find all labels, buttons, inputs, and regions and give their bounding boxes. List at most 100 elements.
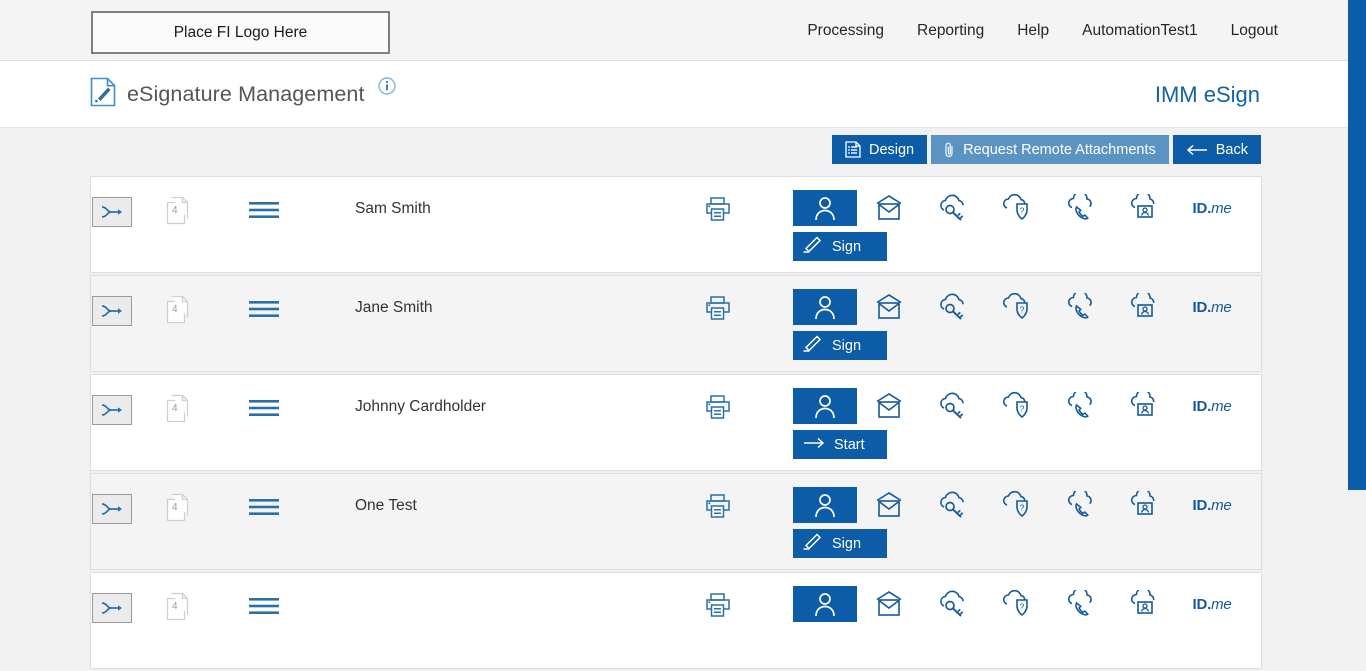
main-nav-links: Processing Reporting Help AutomationTest1 Lo… [807, 0, 1278, 61]
svg-text:?: ? [1020, 205, 1025, 215]
cloud-id-card-icon[interactable] [1113, 190, 1177, 226]
content-area: Design Request Remote Attachments Back 4… [0, 128, 1366, 669]
idme-logo[interactable]: ID. me [1192, 595, 1232, 613]
nav-user[interactable]: AutomationTest1 [1082, 21, 1198, 39]
nav-processing[interactable]: Processing [807, 21, 884, 39]
row-menu-icon[interactable] [249, 297, 279, 321]
cloud-phone-icon[interactable] [1049, 586, 1113, 622]
nav-help[interactable]: Help [1017, 21, 1050, 39]
cloud-question-icon[interactable]: ? [985, 487, 1049, 523]
cloud-question-icon[interactable]: ? [985, 289, 1049, 325]
envelope-icon[interactable] [857, 487, 921, 523]
print-icon[interactable] [703, 194, 733, 224]
envelope-icon[interactable] [857, 289, 921, 325]
signer-row: 4 Sam Smith? ID. me Sign [90, 176, 1262, 273]
expand-row-button[interactable] [92, 296, 132, 326]
cloud-phone-icon[interactable] [1049, 190, 1113, 226]
signer-row: 4 Jane Smith? ID. me Sign [90, 275, 1262, 372]
cloud-key-icon[interactable] [921, 289, 985, 325]
envelope-icon[interactable] [857, 190, 921, 226]
page-count-icon[interactable]: 4 [161, 492, 195, 524]
arrow-left-icon [1186, 144, 1208, 156]
action-button-label: Sign [832, 238, 862, 255]
sign-button[interactable]: Sign [793, 331, 887, 360]
action-button-label: Start [834, 436, 865, 453]
row-menu-icon[interactable] [249, 198, 279, 222]
person-icon-selected[interactable] [793, 388, 857, 424]
top-navigation-bar: Place FI Logo Here Processing Reporting He… [0, 0, 1366, 61]
request-remote-attachments-button[interactable]: Request Remote Attachments [931, 135, 1169, 164]
page-count-icon[interactable]: 4 [161, 195, 195, 227]
print-icon[interactable] [703, 491, 733, 521]
cloud-id-card-icon[interactable] [1113, 289, 1177, 325]
idme-logo[interactable]: ID. me [1192, 298, 1232, 316]
cloud-key-icon[interactable] [921, 487, 985, 523]
sign-button[interactable]: Sign [793, 232, 887, 261]
cloud-question-icon[interactable]: ? [985, 388, 1049, 424]
svg-text:?: ? [1020, 601, 1025, 611]
arrow-right-icon [803, 437, 825, 453]
nav-logout[interactable]: Logout [1230, 21, 1278, 39]
expand-row-button[interactable] [92, 395, 132, 425]
row-menu-icon[interactable] [249, 495, 279, 519]
page-count-icon[interactable]: 4 [161, 294, 195, 326]
signer-rows-list: 4 Sam Smith? ID. me Sign 4 Jane Smith? ID. me Sig… [90, 176, 1262, 671]
idme-logo[interactable]: ID. me [1192, 199, 1232, 217]
back-button[interactable]: Back [1172, 135, 1261, 164]
envelope-icon[interactable] [857, 388, 921, 424]
signing-method-icons: ? ID. me [793, 289, 1247, 325]
page-count-icon[interactable]: 4 [161, 591, 195, 623]
vertical-scrollbar-track[interactable] [1348, 0, 1366, 589]
cloud-phone-icon[interactable] [1049, 289, 1113, 325]
print-icon[interactable] [703, 590, 733, 620]
cloud-question-icon[interactable]: ? [985, 586, 1049, 622]
cloud-phone-icon[interactable] [1049, 487, 1113, 523]
person-icon-selected[interactable] [793, 586, 857, 622]
person-icon-selected[interactable] [793, 289, 857, 325]
fi-logo-placeholder: Place FI Logo Here [91, 11, 390, 54]
cloud-id-card-icon[interactable] [1113, 487, 1177, 523]
request-remote-attachments-label: Request Remote Attachments [963, 141, 1156, 158]
cloud-key-icon[interactable] [921, 586, 985, 622]
page-count-value: 4 [172, 205, 178, 216]
print-icon[interactable] [703, 293, 733, 323]
cloud-key-icon[interactable] [921, 190, 985, 226]
product-brand: IMM eSign [1155, 61, 1260, 128]
page-count-value: 4 [172, 304, 178, 315]
person-icon-selected[interactable] [793, 487, 857, 523]
print-icon[interactable] [703, 392, 733, 422]
signing-method-icons: ? ID. me [793, 487, 1247, 523]
row-menu-icon[interactable] [249, 594, 279, 618]
cloud-question-icon[interactable]: ? [985, 190, 1049, 226]
sign-button[interactable]: Sign [793, 529, 887, 558]
page-title: eSignature Management [127, 82, 365, 106]
page-count-icon[interactable]: 4 [161, 393, 195, 425]
info-icon[interactable] [377, 77, 396, 100]
envelope-icon[interactable] [857, 586, 921, 622]
vertical-scrollbar-thumb[interactable] [1348, 0, 1366, 490]
page-title-group: eSignature Management [90, 61, 396, 128]
cloud-id-card-icon[interactable] [1113, 388, 1177, 424]
signer-name: Johnny Cardholder [355, 398, 486, 415]
signer-name: One Test [355, 497, 417, 514]
signing-method-icons: ? ID. me [793, 586, 1247, 622]
cloud-phone-icon[interactable] [1049, 388, 1113, 424]
expand-row-button[interactable] [92, 197, 132, 227]
expand-row-button[interactable] [92, 593, 132, 623]
svg-text:?: ? [1020, 502, 1025, 512]
cloud-key-icon[interactable] [921, 388, 985, 424]
design-button[interactable]: Design [831, 135, 928, 164]
cloud-id-card-icon[interactable] [1113, 586, 1177, 622]
idme-logo[interactable]: ID. me [1192, 397, 1232, 415]
page-count-value: 4 [172, 601, 178, 612]
action-toolbar: Design Request Remote Attachments Back [831, 135, 1261, 164]
idme-logo[interactable]: ID. me [1192, 496, 1232, 514]
signing-method-icons: ? ID. me [793, 388, 1247, 424]
nav-reporting[interactable]: Reporting [917, 21, 985, 39]
row-menu-icon[interactable] [249, 396, 279, 420]
expand-row-button[interactable] [92, 494, 132, 524]
start-button[interactable]: Start [793, 430, 887, 459]
person-icon-selected[interactable] [793, 190, 857, 226]
signer-row: 4? ID. me [90, 572, 1262, 669]
signer-name: Jane Smith [355, 299, 433, 316]
